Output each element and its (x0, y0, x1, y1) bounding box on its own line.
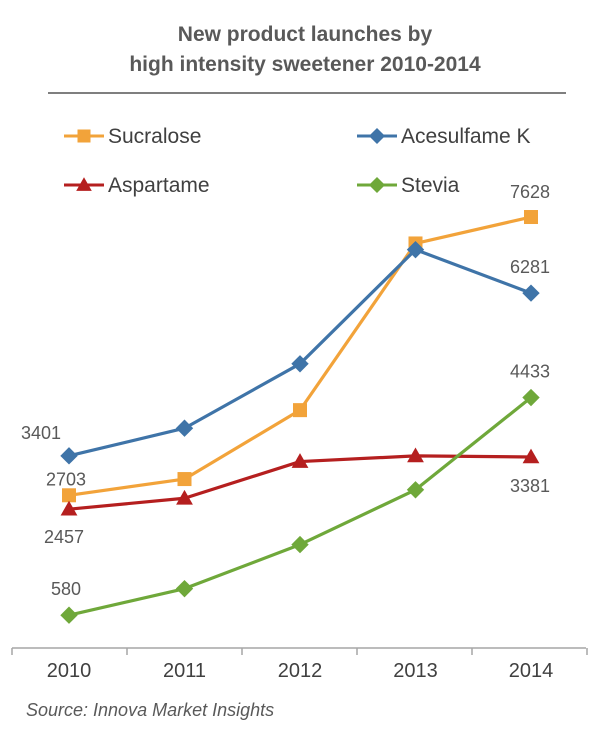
data-point (524, 210, 538, 225)
data-labels: 3401 2703 2457 580 7628 6281 4433 3381 (21, 182, 550, 599)
data-point (406, 240, 425, 259)
data-label-sucralose-2010: 2703 (46, 469, 86, 489)
data-point (522, 448, 540, 464)
series-lines (60, 210, 540, 624)
data-point (177, 472, 192, 487)
source-note: Source: Innova Market Insights (26, 700, 275, 720)
data-point (175, 579, 194, 598)
series-aspartame (60, 447, 540, 516)
data-point (522, 284, 540, 302)
data-label-acesulfame-k-2014: 6281 (510, 257, 550, 277)
data-point (60, 500, 78, 516)
legend-label: Aspartame (108, 174, 210, 197)
data-point (291, 453, 309, 468)
data-point (291, 355, 309, 373)
data-label-sucralose-2014: 7628 (510, 182, 550, 202)
x-tick-label-2012: 2012 (278, 660, 323, 682)
data-point (60, 447, 78, 465)
chart-title: New product launches by high intensity s… (0, 20, 610, 80)
data-point (176, 489, 193, 505)
legend-item-acesulfame-k: Acesulfame K (357, 125, 531, 148)
legend-item-stevia: Stevia (357, 174, 460, 197)
legend-item-aspartame: Aspartame (64, 174, 210, 197)
title-divider (48, 92, 566, 94)
legend-marker (368, 176, 386, 194)
data-point (291, 535, 309, 554)
legend-label: Sucralose (108, 125, 201, 148)
legend-marker (76, 177, 92, 191)
series-acesulfame-k (60, 240, 540, 465)
data-point (522, 388, 540, 407)
data-label-acesulfame-k-2010: 3401 (21, 423, 61, 443)
x-axis: 2010 2011 2012 2013 2014 (11, 647, 588, 682)
data-label-stevia-2010: 580 (51, 579, 81, 599)
data-point (60, 606, 78, 624)
series-line (68, 396, 532, 617)
x-tick-label-2014: 2014 (509, 660, 554, 682)
data-label-aspartame-2010: 2457 (44, 527, 84, 547)
legend-marker (368, 127, 386, 145)
legend-label: Acesulfame K (401, 125, 531, 148)
x-tick-label-2011: 2011 (163, 660, 206, 682)
data-point (407, 447, 424, 463)
x-tick-label-2013: 2013 (393, 660, 438, 682)
x-tick-label-2010: 2010 (47, 660, 92, 682)
data-label-stevia-2014: 4433 (510, 362, 550, 382)
data-label-aspartame-2014: 3381 (510, 476, 550, 496)
series-line (68, 248, 532, 458)
legend-marker (77, 129, 91, 143)
data-point (175, 419, 194, 437)
chart-title-line-1: New product launches by (177, 23, 433, 46)
data-point (62, 488, 76, 503)
legend-label: Stevia (401, 174, 460, 197)
data-point (406, 481, 425, 499)
legend-item-sucralose: Sucralose (64, 125, 201, 148)
series-stevia (60, 388, 540, 624)
legend: Sucralose Acesulfame K Aspartame Stevia (64, 125, 531, 197)
data-point (293, 403, 307, 418)
chart-title-line-2: high intensity sweetener 2010-2014 (129, 53, 481, 76)
